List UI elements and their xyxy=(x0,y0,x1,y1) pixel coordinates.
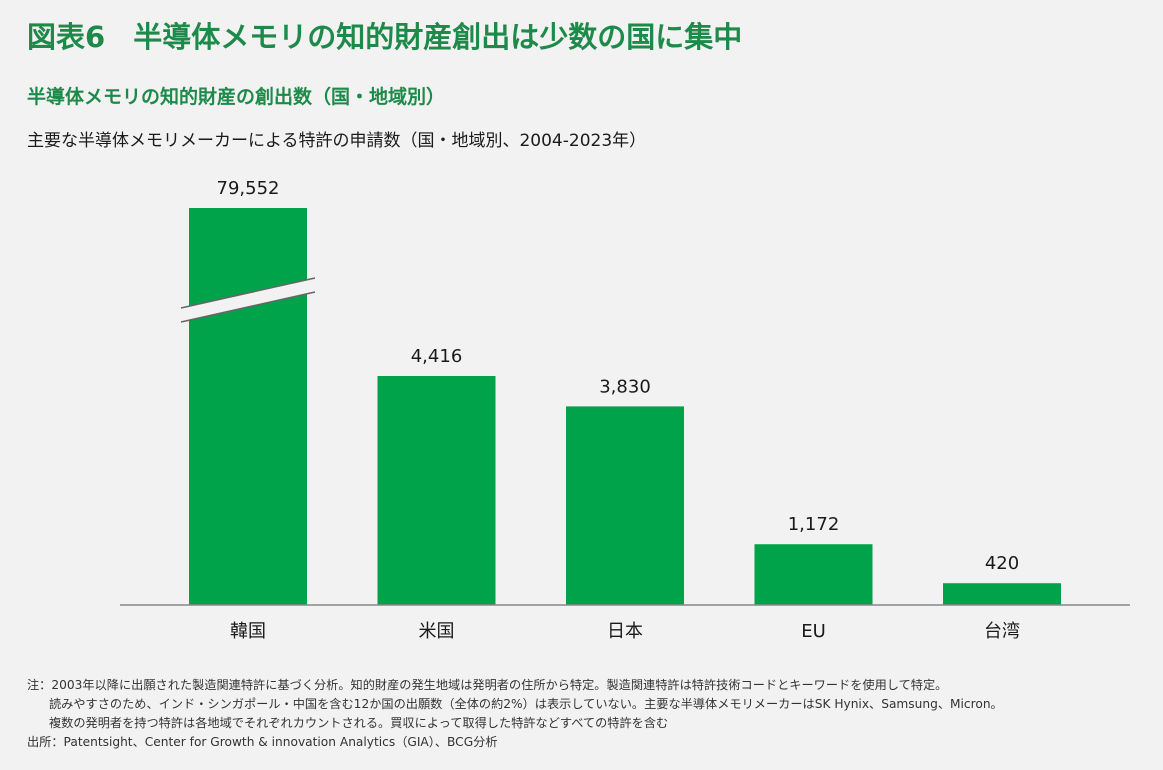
axis-break-line-top xyxy=(180,277,316,309)
category-label-2: 日本 xyxy=(607,621,643,642)
source-line: 出所：Patentsight、Center for Growth & innov… xyxy=(27,735,498,749)
figure-title-text: 半導体メモリの知的財産創出は少数の国に集中 xyxy=(133,20,743,54)
bar-4 xyxy=(943,583,1061,605)
category-label-3: EU xyxy=(801,621,826,642)
data-label-3: 1,172 xyxy=(788,514,840,535)
axis-break-line-bottom xyxy=(180,291,316,323)
figure-label: 図表6 xyxy=(27,20,106,54)
data-label-1: 4,416 xyxy=(411,346,463,367)
data-label-4: 420 xyxy=(985,553,1019,574)
chart-caption: 主要な半導体メモリメーカーによる特許の申請数（国・地域別、2004-2023年） xyxy=(27,131,647,151)
figure-title: 図表6 半導体メモリの知的財産創出は少数の国に集中 xyxy=(27,14,742,56)
bar-0 xyxy=(189,208,307,605)
footnotes: 注：2003年以降に出願された製造関連特許に基づく分析。知的財産の発生地域は発明… xyxy=(27,676,1003,752)
note-line-2: 読みやすさのため、インド・シンガポール・中国を含む12か国の出願数（全体の約2%… xyxy=(49,697,1003,711)
note-line-3: 複数の発明者を持つ特許は各地域でそれぞれカウントされる。買収によって取得した特許… xyxy=(49,716,669,730)
chart-subtitle: 半導体メモリの知的財産の創出数（国・地域別） xyxy=(27,86,446,108)
bar-3 xyxy=(754,544,873,605)
bar-chart: 79,552 韓国 4,416 米国 3,830 日本 1,172 EU 420 台湾 xyxy=(120,178,1130,642)
bar-2 xyxy=(566,406,684,605)
data-label-0: 79,552 xyxy=(217,178,280,199)
data-label-2: 3,830 xyxy=(599,376,651,397)
note-line-1: 注：2003年以降に出願された製造関連特許に基づく分析。知的財産の発生地域は発明… xyxy=(27,678,948,692)
bar-1 xyxy=(377,376,496,605)
category-label-1: 米国 xyxy=(419,621,455,642)
category-label-0: 韓国 xyxy=(230,621,266,642)
category-label-4: 台湾 xyxy=(984,621,1020,642)
axis-break-gap xyxy=(181,278,315,322)
